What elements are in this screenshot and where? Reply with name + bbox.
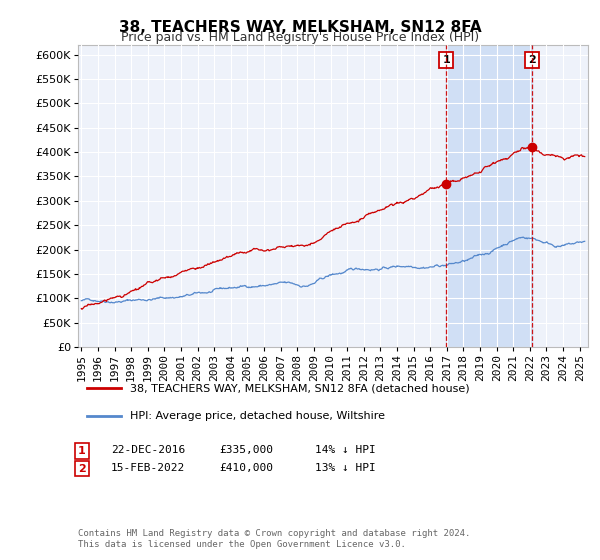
Text: Price paid vs. HM Land Registry's House Price Index (HPI): Price paid vs. HM Land Registry's House …	[121, 31, 479, 44]
Text: 38, TEACHERS WAY, MELKSHAM, SN12 8FA: 38, TEACHERS WAY, MELKSHAM, SN12 8FA	[119, 20, 481, 35]
Text: HPI: Average price, detached house, Wiltshire: HPI: Average price, detached house, Wilt…	[130, 411, 385, 421]
Text: 13% ↓ HPI: 13% ↓ HPI	[315, 463, 376, 473]
Text: Contains HM Land Registry data © Crown copyright and database right 2024.
This d: Contains HM Land Registry data © Crown c…	[78, 529, 470, 549]
Text: £335,000: £335,000	[219, 445, 273, 455]
Text: 22-DEC-2016: 22-DEC-2016	[111, 445, 185, 455]
Text: 15-FEB-2022: 15-FEB-2022	[111, 463, 185, 473]
Text: 1: 1	[78, 446, 86, 456]
Text: 14% ↓ HPI: 14% ↓ HPI	[315, 445, 376, 455]
Bar	[446, 45, 532, 347]
Text: 38, TEACHERS WAY, MELKSHAM, SN12 8FA (detached house): 38, TEACHERS WAY, MELKSHAM, SN12 8FA (de…	[130, 383, 469, 393]
Text: 2: 2	[528, 55, 536, 66]
Text: £410,000: £410,000	[219, 463, 273, 473]
Text: 2: 2	[78, 464, 86, 474]
Text: 1: 1	[442, 55, 450, 66]
